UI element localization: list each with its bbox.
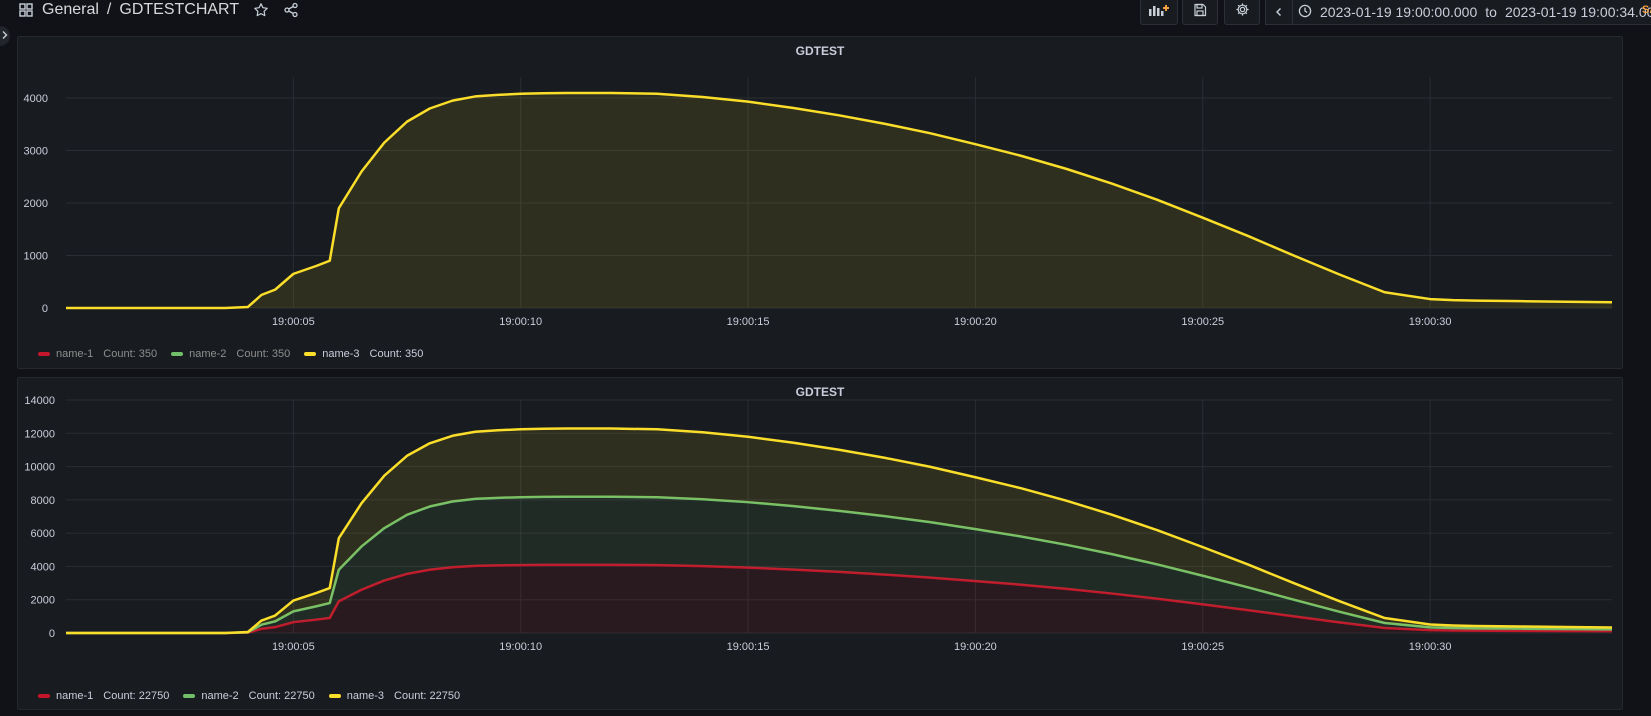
y-tick-label: 12000 [24, 428, 55, 440]
legend-series-name: name-3 [346, 690, 385, 702]
panel-title[interactable]: GDTEST [795, 44, 845, 58]
x-tick-label: 19:00:30 [1409, 641, 1452, 653]
y-tick-label: 14000 [24, 395, 55, 407]
dashboards-grid-icon[interactable] [18, 2, 34, 18]
x-tick-label: 19:00:20 [954, 316, 997, 328]
x-tick-label: 19:00:05 [272, 316, 315, 328]
chart-svg: 0 1000 2000 3000 4000 19:00:05 19:00:10 19:00:1… [24, 77, 1613, 328]
legend-swatch [38, 352, 50, 356]
series-area-name-3 [66, 93, 1612, 308]
x-tick-label: 19:00:15 [727, 316, 770, 328]
x-tick-label: 19:00:25 [1181, 316, 1224, 328]
x-tick-label: 19:00:10 [499, 316, 542, 328]
dashboard-title[interactable]: GDTESTCHART [119, 1, 240, 18]
legend-series-name: name-2 [189, 348, 227, 360]
legend-series-name: name-2 [201, 690, 239, 702]
y-tick-label: 3000 [24, 146, 48, 158]
legend-item[interactable]: name-3 Count: 22750 [328, 690, 461, 702]
save-badge: SA [1642, 4, 1651, 16]
legend-series-name: name-3 [322, 348, 360, 360]
y-tick-label: 0 [49, 628, 55, 640]
gear-icon [1235, 2, 1250, 22]
dashboard-topbar: General / GDTESTCHART 2023- [0, 0, 1651, 25]
legend-series-name: name-1 [56, 348, 94, 360]
y-tick-label: 4000 [31, 561, 55, 573]
legend-item[interactable]: name-3 Count: 350 [304, 348, 423, 360]
chart-legend: name-1 Count: 350 name-2 Count: 350 name… [38, 348, 423, 360]
time-range-picker[interactable]: 2023-01-19 19:00:00.000 to 2023-01-19 19… [1265, 0, 1651, 25]
series-area-name-1 [66, 564, 1612, 633]
legend-series-count: Count: 350 [103, 348, 158, 360]
y-tick-label: 0 [42, 303, 48, 315]
legend-swatch [171, 352, 184, 356]
breadcrumb-folder[interactable]: General [42, 1, 99, 18]
legend-swatch [38, 694, 50, 698]
time-range-to-word: to [1485, 4, 1497, 20]
chevron-left-icon [1274, 4, 1284, 20]
y-tick-label: 6000 [31, 528, 55, 540]
y-tick-label: 2000 [31, 595, 55, 607]
series-line-name-3 [66, 91, 1613, 310]
save-dashboard-button[interactable] [1182, 0, 1218, 25]
legend-series-count: Count: 22750 [394, 690, 461, 702]
breadcrumb-separator: / [106, 1, 112, 18]
y-tick-label: 2000 [24, 198, 48, 210]
legend-series-count: Count: 350 [369, 348, 424, 360]
chart-legend: name-1 Count: 22750 name-2 Count: 22750 … [38, 690, 460, 702]
save-icon [1193, 3, 1207, 22]
legend-swatch [183, 694, 196, 698]
y-tick-label: 10000 [24, 462, 55, 474]
time-range-to: 2023-01-19 19:00:34.000 [1504, 4, 1651, 20]
share-icon[interactable] [283, 2, 299, 18]
series-line-name-2 [66, 495, 1613, 635]
legend-item[interactable]: name-2 Count: 22750 [183, 690, 315, 702]
legend-series-count: Count: 22750 [248, 690, 315, 702]
y-tick-label: 4000 [24, 93, 48, 105]
x-tick-label: 19:00:10 [499, 641, 542, 653]
panel-title[interactable]: GDTEST [795, 385, 845, 399]
add-panel-icon [1148, 3, 1170, 22]
timeseries-panel[interactable]: GDTEST 0 1000 2000 3000 4000 19:00:05 19:00:10… [17, 36, 1623, 369]
chart-svg: 0 2000 4000 6000 8000 10000 12000 14000 19:00:05… [24, 395, 1613, 653]
legend-swatch [304, 352, 317, 356]
legend-item[interactable]: name-2 Count: 350 [171, 348, 290, 360]
series-area-name-2 [66, 496, 1612, 633]
legend-series-count: Count: 22750 [103, 690, 170, 702]
clock-icon [1298, 4, 1312, 21]
x-tick-label: 19:00:30 [1409, 316, 1452, 328]
time-range-from: 2023-01-19 19:00:00.000 [1320, 4, 1478, 20]
breadcrumb: General / GDTESTCHART [18, 0, 299, 20]
add-panel-button[interactable] [1140, 0, 1178, 25]
legend-item[interactable]: name-1 Count: 22750 [38, 690, 169, 702]
chevron-right-icon [1, 27, 9, 45]
y-tick-label: 1000 [24, 251, 48, 263]
star-icon[interactable] [253, 2, 269, 18]
legend-series-name: name-1 [56, 690, 94, 702]
series-line-name-3 [66, 427, 1613, 635]
series-line-name-1 [66, 563, 1613, 635]
x-tick-label: 19:00:15 [727, 641, 770, 653]
x-tick-label: 19:00:05 [272, 641, 315, 653]
y-tick-label: 8000 [31, 495, 55, 507]
dashboard-settings-button[interactable] [1224, 0, 1260, 25]
time-range-back-button[interactable] [1266, 0, 1293, 24]
x-tick-label: 19:00:25 [1181, 641, 1224, 653]
legend-swatch [328, 694, 341, 698]
legend-series-count: Count: 350 [236, 348, 291, 360]
legend-item[interactable]: name-1 Count: 350 [38, 348, 157, 360]
sidebar-toggle[interactable] [0, 26, 10, 46]
series-area-name-3 [66, 428, 1612, 633]
timeseries-panel[interactable]: GDTEST 0 2000 4000 6000 8000 10000 12000 14000 1… [17, 377, 1623, 710]
x-tick-label: 19:00:20 [954, 641, 997, 653]
